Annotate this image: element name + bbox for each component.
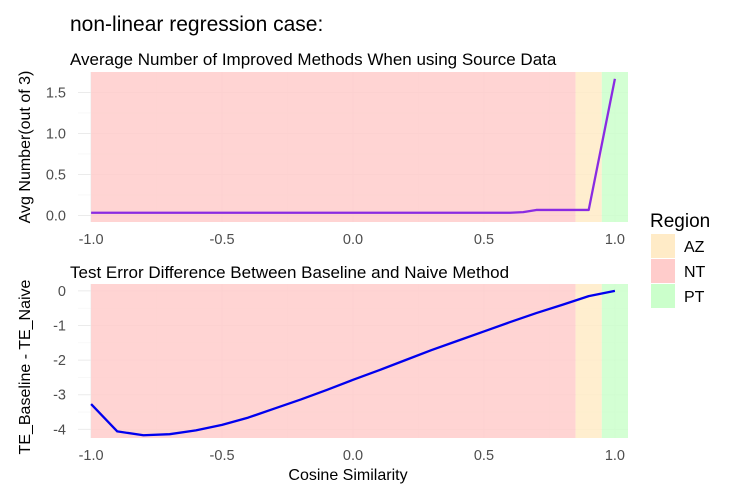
y-tick-label: -1 [53,319,66,335]
region-pt-band [601,72,628,222]
legend-swatch-pt [651,284,675,308]
legend: Region AZ NT PT [650,211,710,308]
legend-swatch-az [651,234,675,258]
legend-label-pt: PT [684,289,705,306]
y-tick-label: 1.5 [46,85,66,101]
x-tick-label: -0.5 [210,448,235,464]
y-tick-label: 1.0 [46,126,66,142]
legend-title: Region [650,211,710,232]
y-tick-label: 0.0 [46,208,66,224]
x-tick-label: 0.0 [343,232,363,248]
region-az-band [575,72,602,222]
region-pt-band [601,284,628,438]
y-tick-label: -2 [53,353,66,369]
chart-title: non-linear regression case: [70,13,323,36]
legend-label-nt: NT [684,264,706,281]
x-tick-label: -1.0 [79,232,104,248]
x-tick-label: -0.5 [210,232,235,248]
y-tick-label: 0.5 [46,167,66,183]
bottom-panel: 0 -1 -2 -3 -4 -1.0 -0.5 0.0 0.5 1.0 [53,284,628,464]
legend-swatch-nt [651,259,675,283]
y-tick-label: -3 [53,388,66,404]
x-tick-label: 1.0 [605,448,625,464]
series-line [91,78,617,214]
y-tick-label: -4 [53,422,66,438]
x-tick-label: 0.5 [474,448,494,464]
bottom-y-axis-label: TE_Baseline - TE_Naive [17,279,34,454]
x-axis-label: Cosine Similarity [288,467,407,484]
series-line [90,289,616,437]
top-y-axis-label: Avg Number(out of 3) [17,71,34,224]
x-tick-label: 0.0 [343,448,363,464]
y-tick-label: 0 [58,284,66,300]
region-az-band [575,284,602,438]
top-panel-title: Average Number of Improved Methods When … [70,50,557,69]
legend-label-az: AZ [684,239,705,256]
region-nt-band [91,72,576,222]
x-tick-label: 0.5 [474,232,494,248]
x-tick-label: 1.0 [605,232,625,248]
top-panel: 0.0 0.5 1.0 1.5 -1.0 -0.5 0.0 0.5 1.0 [46,72,628,248]
region-nt-band [91,284,576,438]
bottom-panel-title: Test Error Difference Between Baseline a… [70,263,509,282]
x-tick-label: -1.0 [79,448,104,464]
